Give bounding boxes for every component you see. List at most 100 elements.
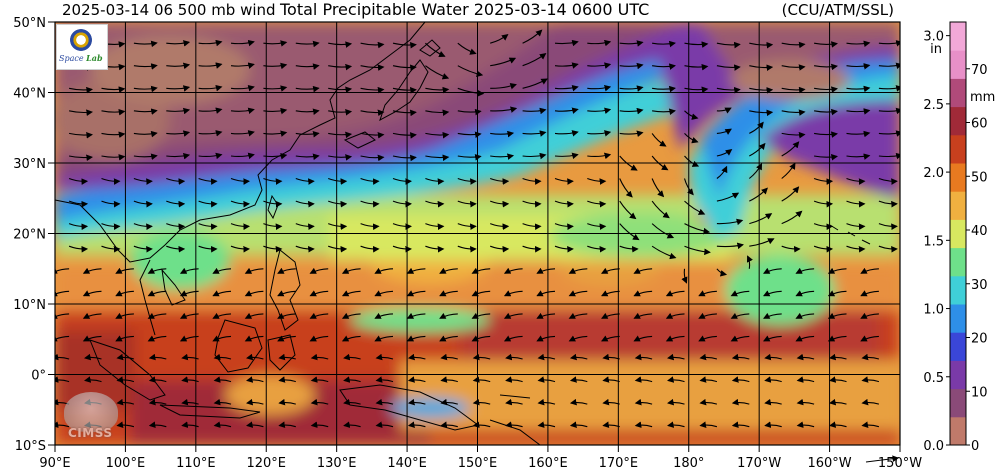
wind-arrow xyxy=(82,312,102,319)
lat-label: 10°N xyxy=(13,298,46,313)
wind-arrow xyxy=(730,335,750,342)
wind-arrow xyxy=(166,245,186,253)
wind-arrow xyxy=(878,200,898,208)
wind-arrow xyxy=(425,65,450,80)
wind-arrow xyxy=(198,84,223,92)
wind-arrow xyxy=(554,130,579,137)
wind-arrow xyxy=(425,109,450,116)
wind-arrow xyxy=(374,267,394,274)
lon-label: 90°E xyxy=(39,456,70,470)
wind-arrow xyxy=(633,312,653,319)
wind-arrow xyxy=(328,131,353,139)
wind-arrow xyxy=(328,200,348,208)
mm-tick-label: 40 xyxy=(971,224,988,239)
wind-arrow xyxy=(699,376,718,383)
wind-arrow xyxy=(537,398,556,406)
wind-arrow xyxy=(166,152,191,160)
wind-arrow xyxy=(360,109,385,117)
logo-text-a: Space xyxy=(59,54,84,63)
wind-arrow xyxy=(827,335,847,342)
wind-arrow xyxy=(198,223,218,230)
wind-arrow xyxy=(181,353,199,361)
wind-arrow xyxy=(781,64,806,71)
wind-arrow xyxy=(213,353,232,361)
wind-arrow xyxy=(634,421,653,428)
inch-tick-label: 2.5 xyxy=(923,98,944,113)
wind-arrow xyxy=(490,34,509,44)
wind-arrow xyxy=(406,312,426,319)
wind-arrow xyxy=(781,162,796,179)
wind-arrow xyxy=(360,41,385,49)
wind-arrow xyxy=(554,223,574,230)
wind-arrow xyxy=(212,267,232,274)
wind-arrow xyxy=(328,245,348,253)
wind-arrow xyxy=(716,242,744,250)
wind-arrow xyxy=(652,63,676,70)
wind-arrow xyxy=(813,108,838,116)
wind-arrow xyxy=(860,290,879,297)
wind-arrow xyxy=(827,312,847,319)
wind-arrow xyxy=(148,398,167,406)
wind-arrow xyxy=(295,177,315,185)
wind-arrow xyxy=(601,290,620,297)
wind-arrow xyxy=(55,376,70,383)
wind-arrow xyxy=(360,154,385,162)
wind-arrow xyxy=(764,421,782,428)
wind-arrow xyxy=(213,421,232,428)
wind-arrow xyxy=(829,421,847,428)
wind-arrow xyxy=(166,62,191,70)
wind-arrow xyxy=(472,376,491,383)
wind-arrow xyxy=(425,131,450,139)
colorbar-cell xyxy=(950,134,966,164)
wind-arrow xyxy=(295,153,320,161)
coastlines xyxy=(55,22,871,445)
wind-arrow xyxy=(652,85,676,93)
wind-arrow xyxy=(522,29,543,44)
wind-arrow xyxy=(503,335,523,342)
wind-arrow xyxy=(698,312,717,319)
wind-arrow xyxy=(860,335,879,342)
wind-arrow xyxy=(133,40,158,48)
wind-arrow xyxy=(374,290,394,297)
colorbar-cell xyxy=(950,388,966,418)
wind-arrow xyxy=(490,130,515,138)
wind-arrow xyxy=(343,376,361,383)
wind-arrow xyxy=(602,353,620,361)
wind-arrow xyxy=(749,109,774,117)
wind-arrow xyxy=(392,200,412,208)
wind-arrow xyxy=(716,268,728,277)
wind-arrow xyxy=(425,42,446,58)
wind-arrow xyxy=(407,376,426,383)
wind-arrow xyxy=(244,312,264,319)
wind-arrow xyxy=(522,245,542,253)
wind-arrow xyxy=(425,245,445,253)
lon-label: 150°E xyxy=(458,456,498,470)
wind-arrow xyxy=(846,130,871,138)
graticule xyxy=(55,22,900,445)
wind-arrow xyxy=(699,353,718,361)
wind-arrow xyxy=(55,335,70,342)
colorbar-cell xyxy=(950,163,966,192)
wind-arrow xyxy=(633,267,653,274)
wind-arrow xyxy=(115,267,134,274)
lat-label: 50°N xyxy=(13,16,46,31)
wind-arrow xyxy=(392,109,417,117)
wind-arrow xyxy=(360,200,380,208)
wind-arrow xyxy=(263,107,288,115)
wind-arrow xyxy=(328,223,348,230)
colorbar-cell xyxy=(950,78,966,108)
wind-arrow xyxy=(198,62,223,69)
wind-arrow xyxy=(68,131,93,139)
lon-label: 170°E xyxy=(599,456,639,470)
wind-arrow xyxy=(731,398,750,406)
inch-tick-label: 1.0 xyxy=(923,303,944,318)
wind-arrow xyxy=(244,267,264,274)
colorbar-cell xyxy=(950,22,966,51)
wind-arrow xyxy=(310,398,329,406)
wind-arrow xyxy=(763,312,782,319)
wind-arrow xyxy=(829,353,847,361)
wind-arrow xyxy=(263,62,288,70)
wind-arrow xyxy=(55,421,70,428)
wind-arrow xyxy=(179,290,199,297)
wind-arrow xyxy=(425,86,450,94)
